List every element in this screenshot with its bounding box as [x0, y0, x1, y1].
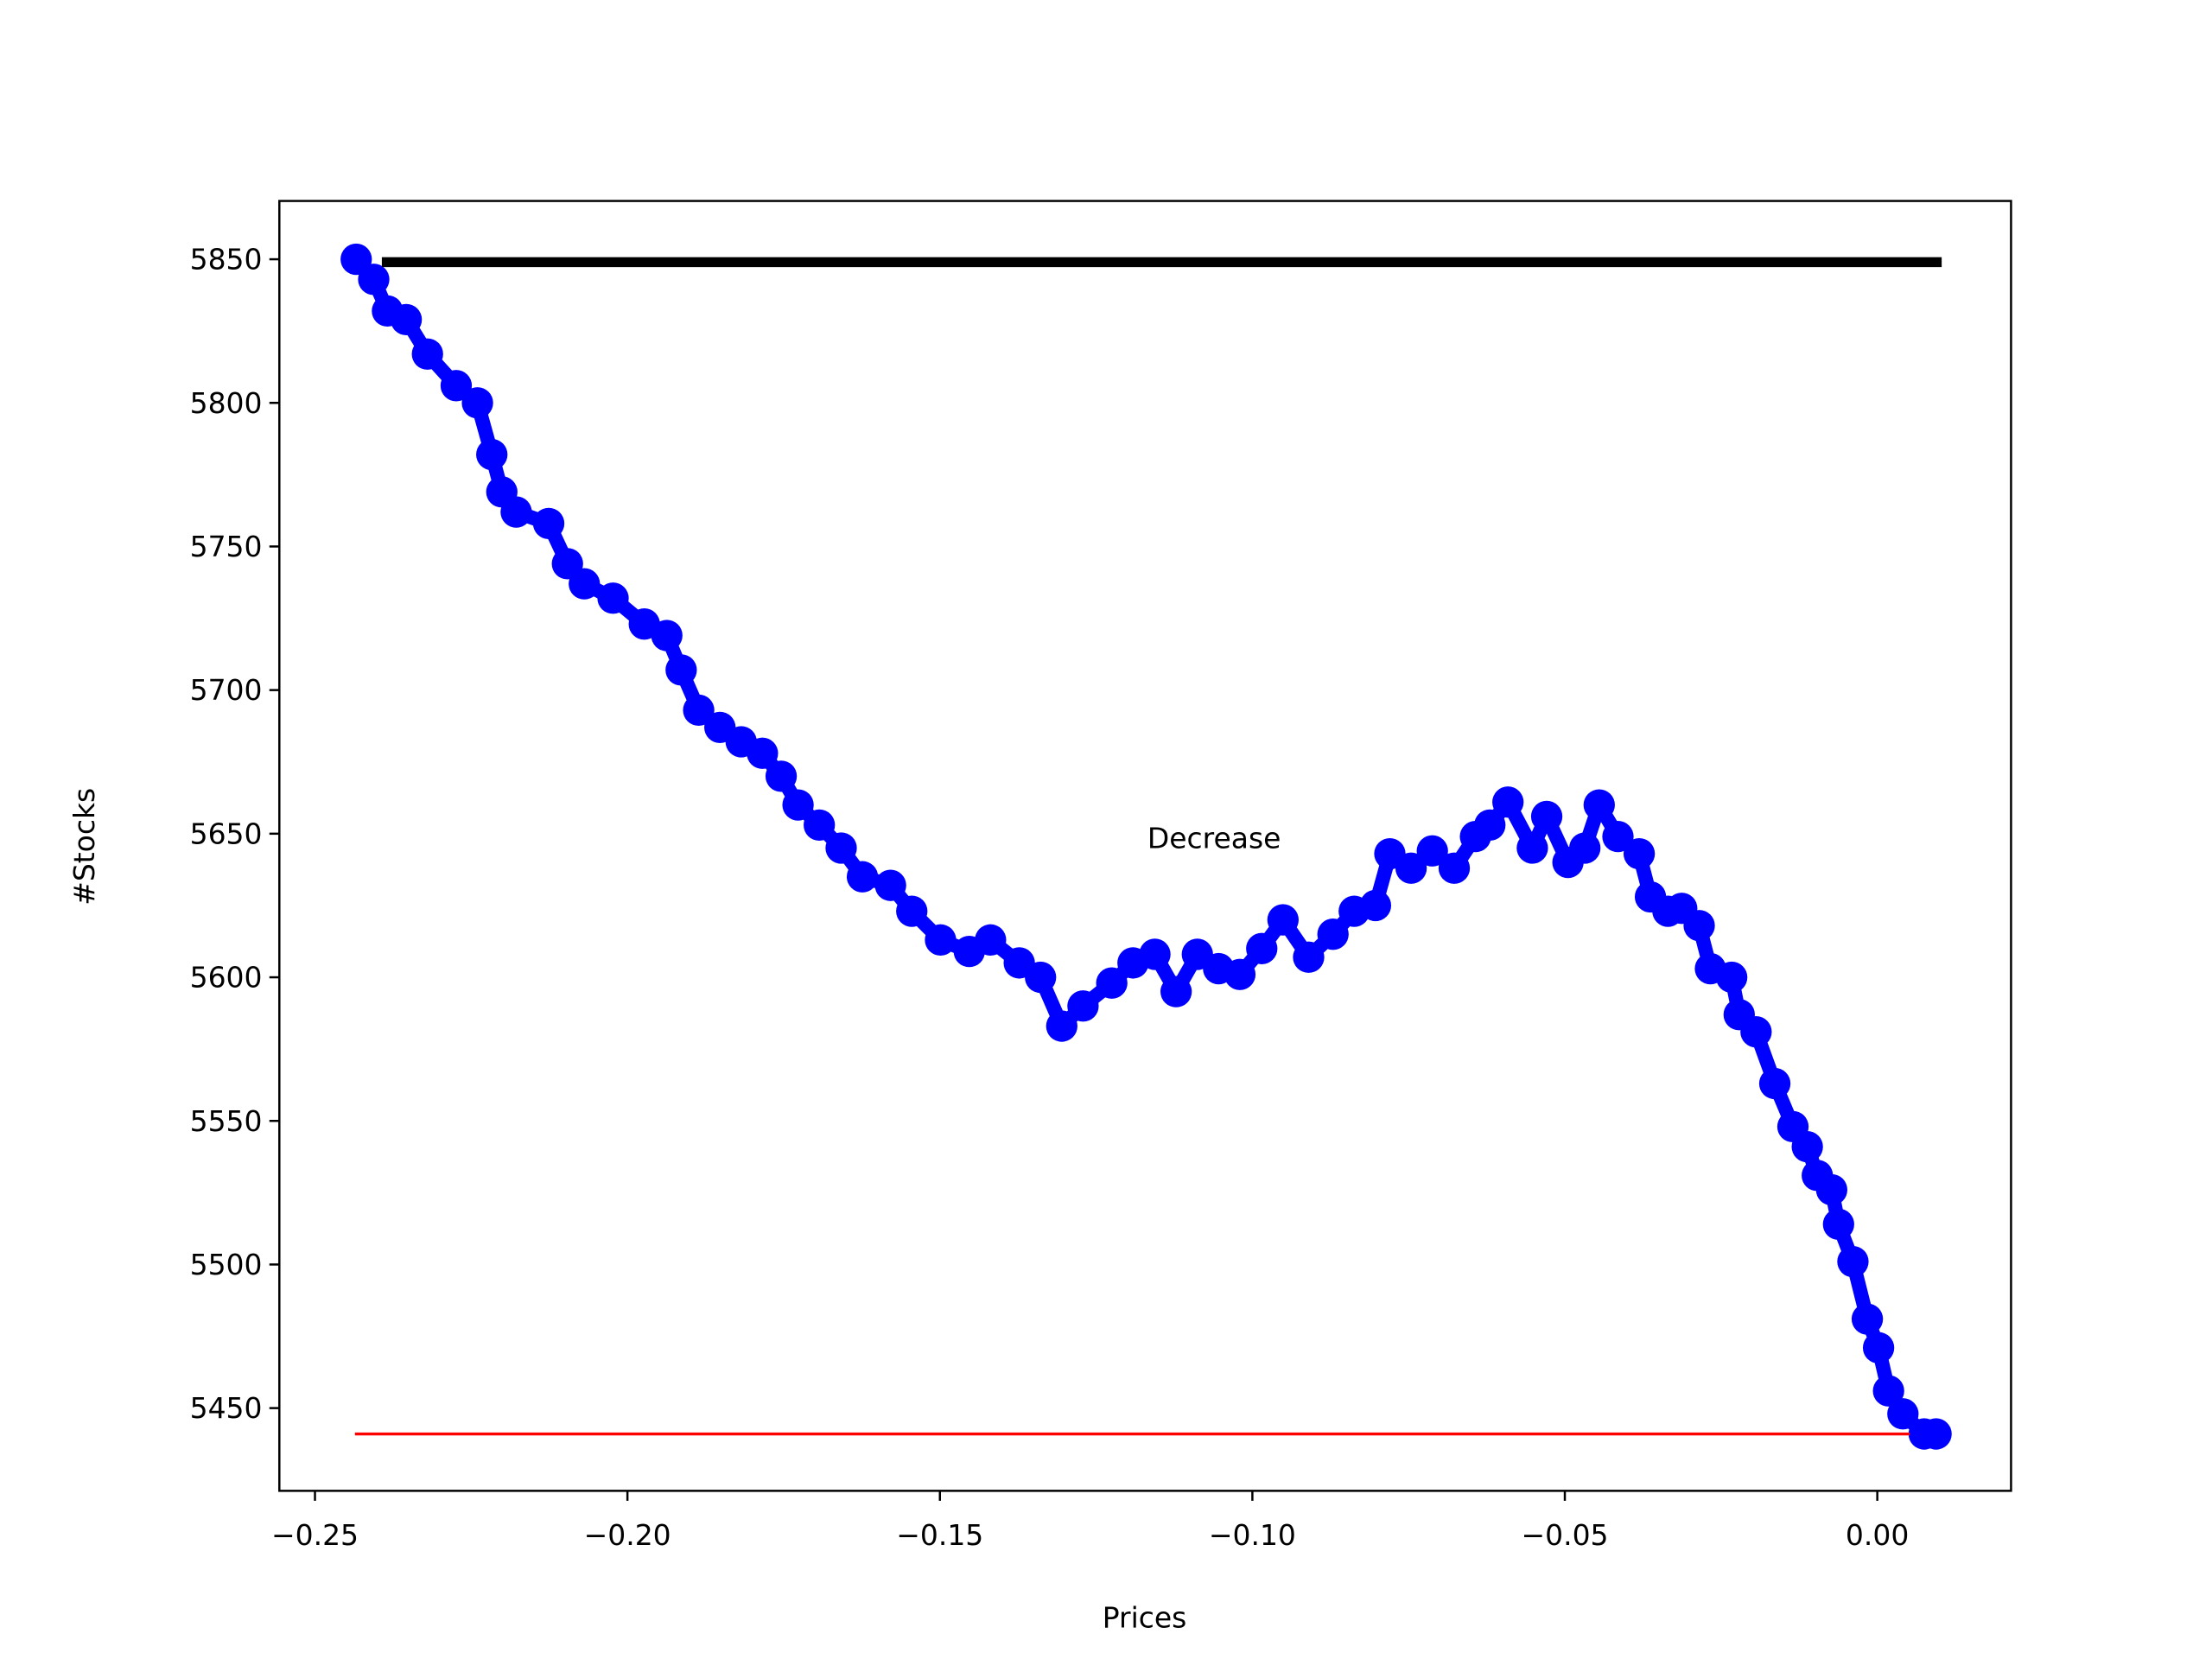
series-line — [351, 254, 1936, 1441]
point — [1583, 789, 1615, 821]
point — [1025, 961, 1057, 994]
point — [846, 861, 879, 893]
point — [440, 370, 473, 402]
point — [825, 832, 857, 864]
point — [1602, 821, 1634, 853]
y-tick-label: 5500 — [190, 1248, 263, 1281]
point — [1862, 1332, 1895, 1363]
point — [1096, 967, 1128, 999]
point — [1139, 938, 1171, 970]
x-tick-label: −0.20 — [584, 1518, 671, 1552]
point — [1815, 1173, 1847, 1206]
y-tick-label: 5750 — [190, 530, 263, 563]
point — [651, 620, 683, 652]
point — [1438, 852, 1471, 884]
point — [1740, 1016, 1772, 1048]
point — [1569, 832, 1601, 864]
point — [411, 338, 443, 370]
point — [1887, 1398, 1919, 1430]
point — [1920, 1418, 1952, 1450]
point — [1046, 1010, 1077, 1042]
point — [461, 387, 493, 419]
point — [683, 694, 715, 727]
point — [665, 654, 697, 686]
point — [1872, 1375, 1904, 1407]
point — [1530, 800, 1563, 833]
y-tick-label: 5850 — [190, 243, 263, 276]
x-tick-label: −0.15 — [896, 1518, 983, 1552]
point — [476, 438, 508, 471]
point — [874, 869, 906, 901]
point — [747, 737, 779, 769]
point — [500, 496, 532, 528]
point — [804, 809, 836, 842]
x-axis-label: Prices — [1103, 1601, 1187, 1635]
point — [925, 924, 957, 956]
point — [1822, 1208, 1854, 1241]
point — [1160, 976, 1192, 1007]
point — [1758, 1067, 1791, 1100]
point — [765, 760, 798, 792]
point — [1492, 786, 1524, 818]
y-axis-label: #Stocks — [67, 788, 101, 906]
point — [1067, 990, 1099, 1022]
x-tick-label: 0.00 — [1846, 1518, 1909, 1552]
y-tick-label: 5650 — [190, 817, 263, 850]
point — [358, 264, 390, 296]
point — [975, 924, 1007, 956]
y-tick-label: 5550 — [190, 1104, 263, 1138]
annotation: Decrease — [1147, 821, 1281, 855]
point — [390, 303, 423, 336]
point — [597, 582, 629, 614]
point — [1791, 1131, 1823, 1163]
point — [569, 568, 601, 600]
point — [1715, 961, 1748, 994]
point — [1623, 837, 1656, 870]
point — [1293, 941, 1325, 973]
point — [1837, 1245, 1869, 1278]
point — [1395, 852, 1427, 884]
plot-frame — [278, 200, 2012, 1492]
point — [1416, 835, 1448, 867]
point — [1851, 1303, 1884, 1335]
point — [1224, 958, 1256, 990]
point — [1516, 832, 1548, 864]
x-tick-label: −0.25 — [271, 1518, 359, 1552]
point — [1246, 932, 1278, 964]
point — [1317, 918, 1349, 950]
y-tick-label: 5450 — [190, 1391, 263, 1425]
point — [1683, 910, 1715, 942]
y-tick-label: 5600 — [190, 961, 263, 995]
y-tick-label: 5800 — [190, 386, 263, 420]
point — [782, 789, 814, 821]
point — [532, 507, 565, 540]
y-tick-label: 5700 — [190, 673, 263, 707]
x-tick-label: −0.05 — [1522, 1518, 1609, 1552]
point — [1267, 904, 1299, 936]
point — [1359, 889, 1392, 922]
x-tick-label: −0.10 — [1209, 1518, 1296, 1552]
point — [896, 895, 928, 927]
point — [1474, 809, 1506, 842]
